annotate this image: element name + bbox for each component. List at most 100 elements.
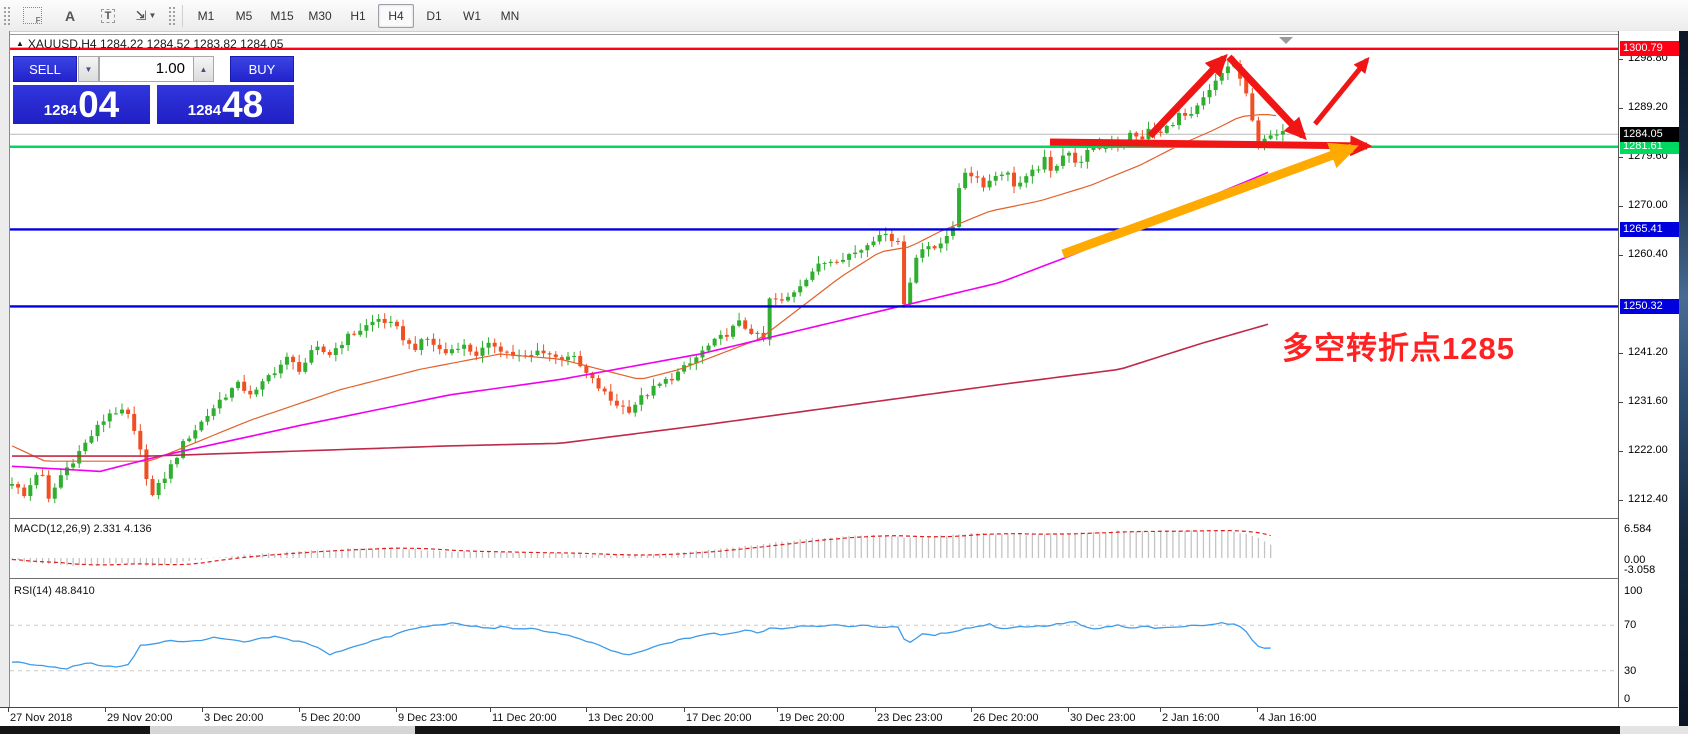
price-axis[interactable]: 1298.80 1289.20 1279.60 1270.00 1260.40 1241.… <box>1618 31 1679 726</box>
symbol-ohlc-text: XAUUSD,H4 1284.22 1284.52 1283.82 1284.0… <box>27 37 284 51</box>
price-tick-label: 1231.60 <box>1628 394 1668 407</box>
price-tick <box>1619 156 1623 158</box>
down-correction-arrow[interactable] <box>1226 54 1307 141</box>
price-tick <box>1619 254 1623 256</box>
price-tick <box>1619 352 1623 354</box>
buy-price-display[interactable]: 1284 48 <box>157 85 294 124</box>
timeframe-button-m1[interactable]: M1 <box>197 8 215 23</box>
price-tick-label: 1270.00 <box>1628 198 1668 211</box>
bottom-scrollbar-track[interactable] <box>1620 726 1688 734</box>
timeframe-button-h1[interactable]: H1 <box>350 8 366 23</box>
price-line-label: 1300.79 <box>1620 41 1679 57</box>
time-tick <box>490 708 491 712</box>
toolbar-grip[interactable] <box>168 5 175 26</box>
buy-button[interactable]: BUY <box>230 56 294 82</box>
time-tick-label: 4 Jan 16:00 <box>1259 712 1317 724</box>
right-scrollbar[interactable] <box>1679 31 1688 734</box>
volume-increment-button[interactable]: ▲ <box>193 56 214 82</box>
price-line-label: 1281.61 <box>1620 139 1679 155</box>
rsi-label: RSI(14) 48.8410 <box>14 585 95 597</box>
timeframe-button-m30[interactable]: M30 <box>308 8 332 23</box>
chart-profile-icon <box>22 7 42 25</box>
price-line-label: 1250.32 <box>1620 298 1679 314</box>
time-tick <box>8 708 9 712</box>
time-axis[interactable]: 27 Nov 2018 29 Nov 20:00 3 Dec 20:00 5 Dec … <box>0 707 1678 727</box>
rsi-scale-label: 70 <box>1624 619 1637 631</box>
time-tick <box>1068 708 1069 712</box>
price-tick-label: 1222.00 <box>1628 443 1668 456</box>
text-box-button[interactable]: T <box>90 4 126 28</box>
time-tick-label: 5 Dec 20:00 <box>301 712 361 724</box>
sell-button[interactable]: SELL <box>13 56 77 82</box>
time-tick <box>875 708 876 712</box>
text-label-icon: A <box>64 7 76 24</box>
price-tick-label: 1241.20 <box>1628 345 1668 358</box>
volume-input[interactable]: 1.00 <box>99 56 194 82</box>
time-tick <box>684 708 685 712</box>
time-tick-label: 27 Nov 2018 <box>10 712 73 724</box>
rsi-scale-label: 30 <box>1624 665 1637 677</box>
support-trend-arrow[interactable] <box>1061 142 1359 259</box>
time-tick-label: 9 Dec 23:00 <box>398 712 458 724</box>
time-tick-label: 29 Nov 20:00 <box>107 712 173 724</box>
buy-price-big: 48 <box>222 84 264 125</box>
price-tick <box>1619 499 1623 501</box>
toolbar: A T ⇲ ▼ M1 M5 M15 M30 H1 H4 D1 W1 MN <box>0 0 1688 32</box>
time-tick <box>586 708 587 712</box>
text-label-button[interactable]: A <box>52 4 88 28</box>
toolbar-separator <box>182 4 183 27</box>
volume-decrement-button[interactable]: ▼ <box>78 56 99 82</box>
rsi-scale-label: 0 <box>1624 693 1631 705</box>
timeframe-button-mn[interactable]: MN <box>500 8 520 23</box>
price-tick <box>1619 205 1623 207</box>
current-price-label: 1284.05 <box>1620 126 1679 142</box>
chevron-down-icon: ▼ <box>148 11 157 20</box>
time-tick-label: 13 Dec 20:00 <box>588 712 654 724</box>
ma-mid-line <box>11 171 1269 473</box>
time-tick-label: 26 Dec 20:00 <box>973 712 1039 724</box>
macd-label: MACD(12,26,9) 2.331 4.136 <box>14 523 152 535</box>
chart-ohlc-header: ▲ XAUUSD,H4 1284.22 1284.52 1283.82 1284.… <box>16 37 283 51</box>
bottom-scrollbar-track[interactable] <box>150 726 415 734</box>
text-box-icon: T <box>100 8 116 23</box>
timeframe-button-m5[interactable]: M5 <box>235 8 253 23</box>
time-tick <box>777 708 778 712</box>
macd-scale-label: 0.00 <box>1624 554 1646 566</box>
macd-scale-label: 6.584 <box>1624 523 1652 535</box>
cursor-mode-button[interactable]: ⇲ ▼ <box>128 4 164 28</box>
bottom-scrollbar-thumb[interactable] <box>415 726 1620 734</box>
time-tick <box>202 708 203 712</box>
timeframe-button-m15[interactable]: M15 <box>270 8 294 23</box>
macd-indicator-panel[interactable] <box>10 522 1618 578</box>
sell-price-big: 04 <box>78 84 120 125</box>
sell-price-small: 1284 <box>43 102 78 119</box>
time-tick-label: 19 Dec 20:00 <box>779 712 845 724</box>
bottom-scrollbar-segment[interactable] <box>0 726 150 734</box>
time-tick-label: 17 Dec 20:00 <box>686 712 752 724</box>
sideways-arrow[interactable] <box>1049 135 1373 157</box>
toolbar-grip[interactable] <box>3 5 10 26</box>
buy-price-small: 1284 <box>187 102 222 119</box>
time-tick-label: 30 Dec 23:00 <box>1070 712 1136 724</box>
price-tick <box>1619 107 1623 109</box>
timeframe-button-d1[interactable]: D1 <box>426 8 442 23</box>
collapse-trade-panel-icon[interactable]: ▲ <box>16 39 24 48</box>
breakout-up-arrow[interactable] <box>1313 56 1370 126</box>
timeframe-button-h4[interactable]: H4 <box>378 3 414 28</box>
ma-fast-line <box>11 113 1277 462</box>
price-tick-label: 1289.20 <box>1628 100 1668 113</box>
timeframe-button-group: M1 M5 M15 M30 H1 H4 D1 W1 MN <box>187 3 529 28</box>
price-tick <box>1619 59 1623 60</box>
plot-top-border <box>10 34 1618 35</box>
sell-price-display[interactable]: 1284 04 <box>13 85 150 124</box>
price-tick <box>1619 401 1623 403</box>
time-tick <box>1257 708 1258 712</box>
time-tick <box>105 708 106 712</box>
rsi-indicator-panel[interactable] <box>10 582 1618 707</box>
price-tick-label: 1212.40 <box>1628 492 1668 505</box>
chart-profile-button[interactable] <box>14 4 50 28</box>
timeframe-button-w1[interactable]: W1 <box>463 8 481 23</box>
up-impulse-arrow[interactable] <box>1147 53 1228 139</box>
ma-slow-line <box>12 323 1269 457</box>
